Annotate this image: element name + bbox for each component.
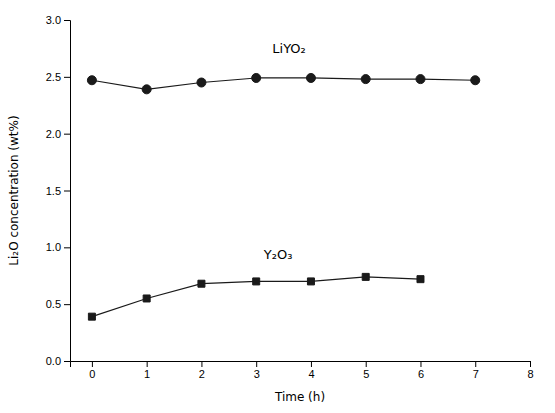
annotation: Y₂O₃ xyxy=(263,247,293,262)
tick: 2.0 xyxy=(46,128,70,140)
point xyxy=(142,85,151,94)
tick-label: 4 xyxy=(308,368,314,380)
tick-label: 2.0 xyxy=(46,128,61,140)
tick: 4 xyxy=(308,361,314,380)
point xyxy=(198,280,205,287)
tick-mark xyxy=(64,247,70,248)
tick-label: 2.5 xyxy=(46,71,61,83)
series xyxy=(87,73,479,93)
tick-label: 0.5 xyxy=(46,298,61,310)
y-axis-title: Li₂O concentration (wt%) xyxy=(7,115,21,265)
tick-mark xyxy=(530,361,531,367)
tick-mark xyxy=(64,134,70,135)
tick: 1.0 xyxy=(46,241,70,253)
tick-mark xyxy=(64,20,70,21)
tick-mark xyxy=(92,361,93,367)
tick: 6 xyxy=(418,361,424,380)
tick-mark xyxy=(64,77,70,78)
tick: 5 xyxy=(363,361,369,380)
tick-label: 5 xyxy=(363,368,369,380)
tick-label: 3.0 xyxy=(46,14,61,26)
plot: 0 1 2 3 4 5 6 7 8 0.0 0.5 1.0 1.5 2.0 2.5 3.0 LiYO₂ Y₂O₃ xyxy=(46,14,534,380)
tick-label: 1.0 xyxy=(46,241,61,253)
tick-mark xyxy=(147,361,148,367)
point xyxy=(88,313,95,320)
tick-label: 2 xyxy=(199,368,205,380)
tick-label: 8 xyxy=(527,368,533,380)
point xyxy=(471,76,480,85)
tick-mark xyxy=(64,304,70,305)
tick-mark xyxy=(64,361,70,362)
point xyxy=(416,75,425,84)
tick-mark xyxy=(256,361,257,367)
tick-mark xyxy=(311,361,312,367)
tick-label: 6 xyxy=(418,368,424,380)
annotation: LiYO₂ xyxy=(272,41,306,56)
tick-label: 1 xyxy=(144,368,150,380)
tick: 1 xyxy=(144,361,150,380)
chart: 0 1 2 3 4 5 6 7 8 0.0 0.5 1.0 1.5 2.0 2.5 3.0 LiYO₂ Y₂O₃ T… xyxy=(0,0,555,413)
marks xyxy=(87,73,479,320)
tick: 2 xyxy=(199,361,205,380)
point xyxy=(361,75,370,84)
tick-label: 0 xyxy=(89,368,95,380)
tick: 0 xyxy=(89,361,95,380)
tick: 0.5 xyxy=(46,298,70,310)
tick: 1.5 xyxy=(46,185,70,197)
series xyxy=(88,273,424,320)
tick-mark xyxy=(475,361,476,367)
tick: 8 xyxy=(527,361,533,380)
annotations: LiYO₂ Y₂O₃ xyxy=(263,41,306,262)
x-axis-title: Time (h) xyxy=(274,390,325,404)
point xyxy=(87,76,96,85)
tick-mark xyxy=(64,191,70,192)
point xyxy=(306,73,315,82)
line xyxy=(92,277,421,317)
y-axis: 0.0 0.5 1.0 1.5 2.0 2.5 3.0 xyxy=(46,14,71,367)
tick: 3.0 xyxy=(46,14,70,26)
tick: 2.5 xyxy=(46,71,70,83)
point xyxy=(307,278,314,285)
point xyxy=(362,273,369,280)
point xyxy=(252,73,261,82)
tick-label: 1.5 xyxy=(46,185,61,197)
axis-line xyxy=(71,362,531,368)
point xyxy=(197,78,206,87)
axis-line xyxy=(64,21,71,362)
tick-mark xyxy=(366,361,367,367)
point xyxy=(143,295,150,302)
point xyxy=(253,278,260,285)
tick: 0.0 xyxy=(46,355,70,367)
point xyxy=(417,276,424,283)
tick: 7 xyxy=(473,361,479,380)
tick-label: 7 xyxy=(473,368,479,380)
tick-label: 0.0 xyxy=(46,355,61,367)
x-axis: 0 1 2 3 4 5 6 7 8 xyxy=(71,361,534,380)
tick-mark xyxy=(420,361,421,367)
tick: 3 xyxy=(254,361,260,380)
tick-label: 3 xyxy=(254,368,260,380)
tick-mark xyxy=(201,361,202,367)
